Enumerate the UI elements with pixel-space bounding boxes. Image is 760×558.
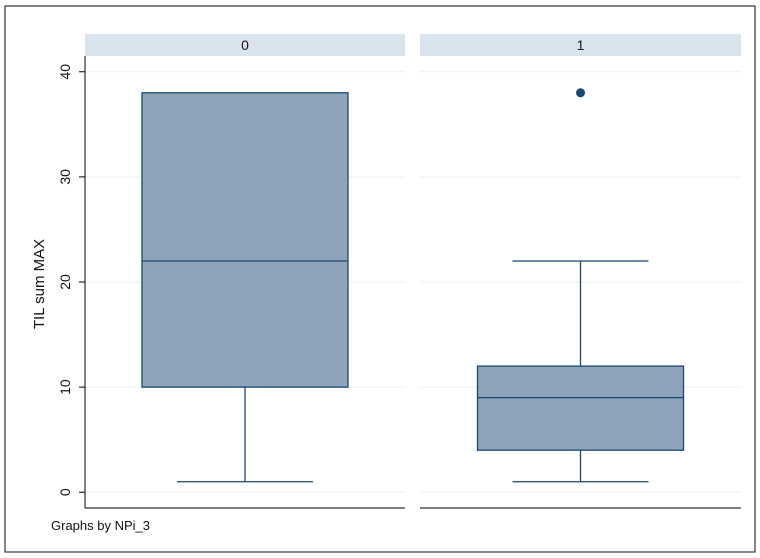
y-tick-label: 20: [57, 274, 73, 290]
graphs-by-note: Graphs by NPi_3: [51, 518, 150, 533]
panel-strip-label: 1: [577, 37, 585, 53]
y-tick-label: 40: [57, 64, 73, 80]
panel-1: 1: [420, 34, 741, 509]
iqr-box: [476, 365, 685, 451]
outlier-point: [576, 88, 585, 98]
y-tick-label: 10: [57, 379, 73, 395]
panel-strip: [85, 34, 405, 56]
y-tick-label: 30: [57, 169, 73, 185]
outer-frame: [4, 5, 756, 553]
panel-strip: [420, 34, 741, 56]
y-axis-label: TIL sum MAX: [31, 239, 48, 329]
y-tick-label: 0: [57, 488, 73, 496]
panel-0: 0: [85, 34, 405, 509]
panel-strip-label: 0: [241, 37, 249, 53]
iqr-box: [141, 92, 349, 388]
